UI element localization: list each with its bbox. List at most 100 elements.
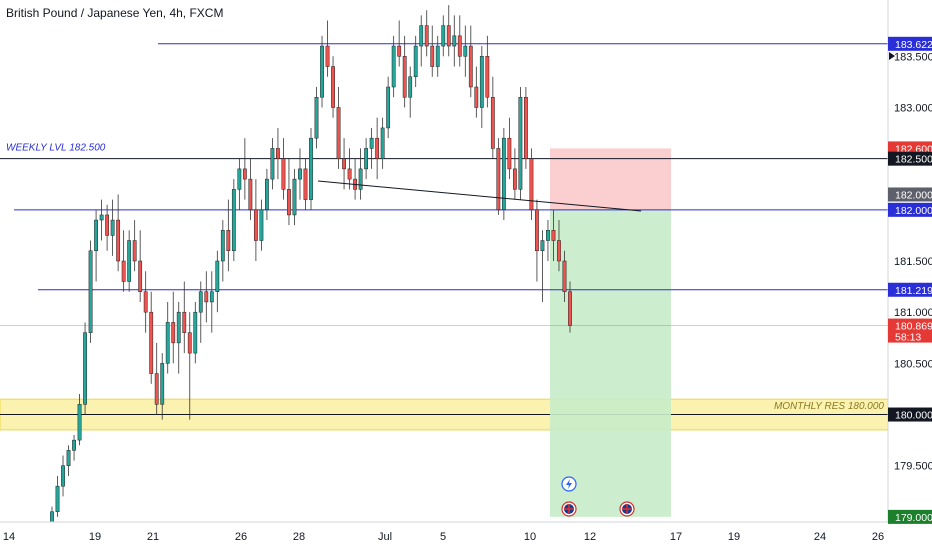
- candle[interactable]: [474, 66, 479, 118]
- candle[interactable]: [386, 76, 391, 139]
- candle[interactable]: [110, 199, 115, 256]
- candle[interactable]: [160, 353, 165, 420]
- uk-flag-event-icon[interactable]: [561, 501, 577, 517]
- candle[interactable]: [242, 138, 247, 200]
- candle[interactable]: [132, 220, 137, 272]
- candle[interactable]: [529, 148, 534, 221]
- candle[interactable]: [204, 271, 209, 323]
- scroll-arrow-icon[interactable]: [889, 52, 895, 60]
- candle[interactable]: [176, 301, 181, 374]
- candle[interactable]: [99, 199, 104, 241]
- candle[interactable]: [265, 168, 269, 221]
- candle[interactable]: [72, 435, 76, 461]
- candle[interactable]: [303, 158, 308, 210]
- candle[interactable]: [270, 138, 275, 190]
- candle[interactable]: [88, 240, 93, 343]
- candle[interactable]: [501, 127, 506, 221]
- candle[interactable]: [524, 87, 528, 169]
- candle[interactable]: [226, 199, 231, 272]
- candle[interactable]: [287, 158, 291, 226]
- candle[interactable]: [463, 25, 468, 77]
- time-axis[interactable]: [0, 522, 932, 550]
- lightning-event-icon[interactable]: [561, 476, 577, 492]
- candle[interactable]: [143, 271, 148, 333]
- candle[interactable]: [546, 220, 550, 261]
- candle[interactable]: [231, 179, 236, 261]
- candle[interactable]: [193, 301, 198, 364]
- candle[interactable]: [320, 35, 324, 108]
- candle[interactable]: [331, 56, 335, 118]
- candle[interactable]: [198, 281, 203, 343]
- candle[interactable]: [468, 25, 473, 98]
- candle[interactable]: [309, 127, 313, 210]
- candle[interactable]: [490, 76, 495, 159]
- candle[interactable]: [55, 475, 60, 517]
- candle[interactable]: [457, 15, 462, 67]
- candle[interactable]: [248, 158, 253, 221]
- candle[interactable]: [336, 87, 341, 169]
- price-axis[interactable]: [888, 0, 932, 550]
- candle[interactable]: [77, 394, 82, 446]
- candle[interactable]: [535, 199, 539, 282]
- candle[interactable]: [413, 35, 418, 87]
- candle[interactable]: [314, 87, 319, 149]
- candle[interactable]: [83, 322, 87, 415]
- candle[interactable]: [496, 138, 501, 215]
- candle[interactable]: [61, 455, 65, 497]
- entry-price-tag[interactable]: [888, 187, 932, 202]
- candle[interactable]: [369, 127, 374, 169]
- take-profit-area[interactable]: [550, 209, 671, 517]
- candle[interactable]: [276, 127, 280, 180]
- candle[interactable]: [325, 20, 330, 77]
- candle[interactable]: [507, 117, 512, 180]
- candle[interactable]: [512, 148, 517, 200]
- candle[interactable]: [259, 199, 264, 251]
- uk-flag-event-icon[interactable]: [619, 501, 635, 517]
- candle[interactable]: [364, 138, 369, 180]
- level-price-tag[interactable]: [888, 202, 932, 217]
- candle[interactable]: [358, 148, 363, 200]
- candle[interactable]: [138, 230, 143, 302]
- candle[interactable]: [281, 138, 286, 200]
- candle[interactable]: [408, 66, 413, 118]
- candle[interactable]: [154, 342, 159, 415]
- candle[interactable]: [424, 10, 429, 57]
- candle[interactable]: [479, 46, 484, 128]
- candle[interactable]: [397, 20, 402, 67]
- candle[interactable]: [402, 35, 407, 108]
- candle[interactable]: [380, 117, 385, 169]
- candle[interactable]: [435, 35, 440, 77]
- candle[interactable]: [182, 281, 187, 354]
- candle[interactable]: [485, 35, 490, 108]
- target-price-tag[interactable]: [888, 509, 932, 524]
- candle[interactable]: [66, 445, 71, 476]
- weekly-level-price-tag[interactable]: [888, 151, 932, 166]
- candle[interactable]: [419, 15, 424, 67]
- candle[interactable]: [94, 209, 98, 282]
- candle[interactable]: [446, 5, 451, 57]
- candle[interactable]: [187, 312, 192, 420]
- candle[interactable]: [127, 230, 132, 292]
- candle[interactable]: [375, 117, 380, 180]
- candle[interactable]: [215, 250, 220, 313]
- candle[interactable]: [209, 271, 214, 333]
- candle[interactable]: [165, 301, 170, 374]
- candle[interactable]: [105, 204, 110, 251]
- level-price-tag[interactable]: [888, 36, 932, 51]
- level-price-tag[interactable]: [888, 282, 932, 297]
- candle[interactable]: [353, 158, 357, 200]
- candle[interactable]: [452, 15, 457, 67]
- candle[interactable]: [347, 148, 352, 190]
- candle[interactable]: [518, 87, 523, 200]
- candle[interactable]: [342, 138, 346, 190]
- trend-line[interactable]: [317, 180, 642, 212]
- current-price-tag[interactable]: [888, 318, 932, 343]
- candle[interactable]: [237, 158, 242, 210]
- candle[interactable]: [540, 230, 545, 302]
- candle[interactable]: [562, 250, 567, 302]
- candle[interactable]: [116, 194, 121, 272]
- candle[interactable]: [551, 209, 556, 261]
- candle[interactable]: [568, 281, 572, 333]
- candle[interactable]: [441, 15, 446, 57]
